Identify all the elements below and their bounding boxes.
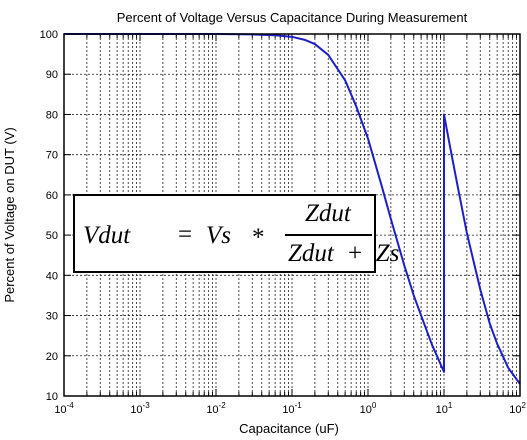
formula-lhs: Vdut — [83, 222, 131, 249]
formula-box: Vdut = Vs * Zdut Zdut + Zs — [73, 194, 399, 273]
y-tick-label: 50 — [46, 230, 58, 242]
formula: Vdut = Vs * Zdut Zdut + Zs — [75, 196, 399, 271]
formula-numerator: Zdut — [305, 200, 351, 227]
y-axis-label: Percent of Voltage on DUT (V) — [2, 127, 17, 302]
x-tick-label: 10-1 — [282, 401, 302, 416]
fraction-bar — [285, 234, 372, 236]
x-tick-label: 10-4 — [54, 401, 74, 416]
formula-vs: Vs — [206, 222, 231, 249]
y-tick-label: 60 — [46, 190, 58, 202]
x-tick-label: 102 — [509, 401, 526, 416]
y-tick-label: 20 — [46, 351, 58, 363]
series-line — [64, 33, 521, 385]
y-tick-label: 80 — [46, 109, 58, 121]
x-axis-label: Capacitance (uF) — [239, 421, 339, 436]
y-tick-label: 40 — [46, 270, 58, 282]
y-tick-label: 10 — [46, 391, 58, 403]
formula-equals: = — [178, 221, 193, 248]
y-tick-labels: 10 20 30 40 50 60 70 80 90 100 — [40, 29, 58, 403]
x-tick-label: 10-3 — [130, 401, 150, 416]
y-tick-label: 100 — [40, 29, 58, 41]
y-tick-label: 70 — [46, 150, 58, 162]
x-tick-label: 101 — [436, 401, 453, 416]
x-tick-label: 100 — [360, 401, 377, 416]
formula-operator: * — [252, 224, 265, 251]
x-tick-labels: 10-4 10-3 10-2 10-1 100 101 102 — [54, 401, 526, 416]
series-layer — [64, 33, 521, 385]
plot-frame — [63, 33, 521, 397]
y-tick-label: 30 — [46, 311, 58, 323]
y-tick-label: 90 — [46, 69, 58, 81]
chart-title: Percent of Voltage Versus Capacitance Du… — [117, 10, 468, 25]
formula-denominator: Zdut + Zs — [288, 240, 400, 267]
x-tick-label: 10-2 — [206, 401, 226, 416]
